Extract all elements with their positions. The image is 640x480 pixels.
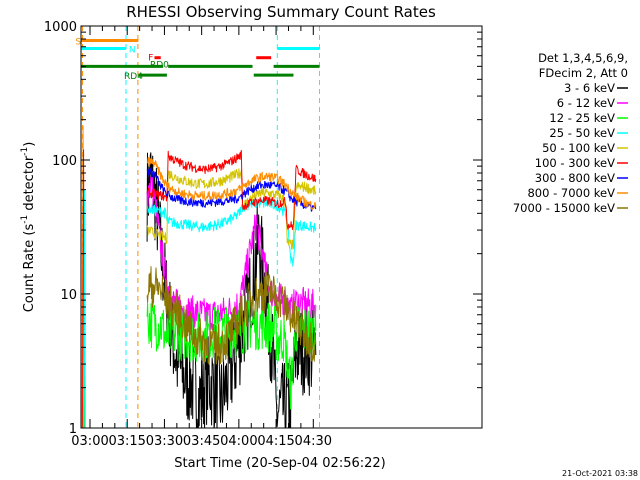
y-tick-label: 1 xyxy=(69,422,77,437)
series-line-7000-15000-kev xyxy=(146,266,317,365)
series-line-25-50-kev xyxy=(147,197,317,267)
flag-label-s: S xyxy=(75,37,81,47)
series-line-800-7000-kev xyxy=(146,157,317,211)
x-tick-label: 03:15 xyxy=(108,434,145,449)
footer-timestamp: 21-Oct-2021 03:38 xyxy=(562,469,638,478)
x-tick-label: 04:15 xyxy=(257,434,294,449)
x-tick-label: 03:00 xyxy=(71,434,108,449)
plot-frame xyxy=(80,25,483,429)
x-tick-label: 03:45 xyxy=(183,434,220,449)
x-tick-label: 04:30 xyxy=(295,434,332,449)
legend-header-line-1: Det 1,3,4,5,6,9, xyxy=(538,51,628,65)
legend: Det 1,3,4,5,6,9, FDecim 2, Att 0 3 - 6 k… xyxy=(513,51,628,215)
legend-header-line-2: FDecim 2, Att 0 xyxy=(539,66,628,80)
legend-entry-label: 50 - 100 keV xyxy=(542,141,615,155)
series-line-50-100-kev xyxy=(146,168,317,250)
y-tick-label: 10 xyxy=(60,288,77,303)
y-tick-label: 100 xyxy=(52,154,77,169)
flag-label-n: N xyxy=(129,45,136,55)
legend-entry-label: 25 - 50 keV xyxy=(549,126,615,140)
legend-entry-label: 3 - 6 keV xyxy=(564,81,615,95)
plot-content xyxy=(81,26,320,428)
x-tick-label: 03:30 xyxy=(146,434,183,449)
flag-label-rd4: RD4 xyxy=(124,72,143,82)
legend-entry-label: 7000 - 15000 keV xyxy=(513,201,615,215)
series-line-100-300-kev xyxy=(146,149,317,231)
flag-label-f: F xyxy=(148,54,153,64)
y-axis-label: Count Rate (s-1 detector-1) xyxy=(20,142,37,313)
legend-entry-label: 100 - 300 keV xyxy=(535,156,615,170)
chart-title: RHESSI Observing Summary Count Rates xyxy=(126,3,436,21)
legend-entry-label: 800 - 7000 keV xyxy=(527,186,615,200)
x-axis-label: Start Time (20-Sep-04 02:56:22) xyxy=(174,456,385,471)
y-tick-label: 1000 xyxy=(44,20,77,35)
legend-entry-label: 12 - 25 keV xyxy=(549,111,615,125)
legend-entry-label: 300 - 800 keV xyxy=(535,171,615,185)
series-line-12-25-kev xyxy=(146,297,317,410)
legend-entry-label: 6 - 12 keV xyxy=(557,96,615,110)
axes: 1 10 100 1000 03:00 03:15 03:30 03:45 04:00 04:15… xyxy=(44,20,482,449)
x-tick-label: 04:00 xyxy=(220,434,257,449)
flag-label-rd0: RD0 xyxy=(150,60,169,70)
